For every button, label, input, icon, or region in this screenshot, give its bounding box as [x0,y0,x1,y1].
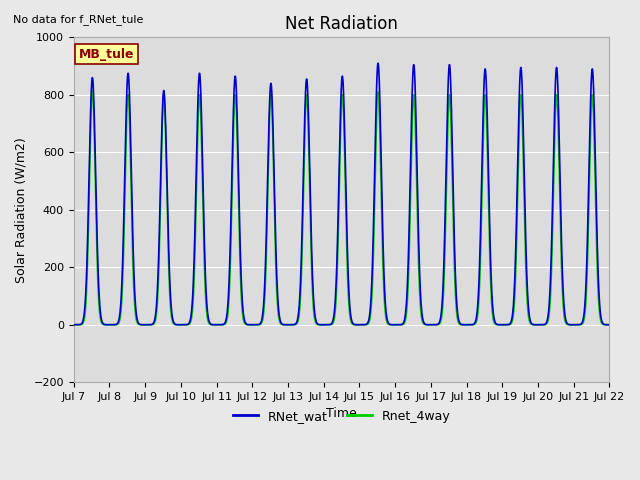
Y-axis label: Solar Radiation (W/m2): Solar Radiation (W/m2) [15,137,28,283]
Text: No data for f_RNet_tule: No data for f_RNet_tule [13,14,143,25]
Rnet_4way [487,286,495,291]
RNet_wat [487,266,495,272]
Rnet_4way [508,320,515,326]
RNet_wat [374,60,382,66]
RNet_wat [500,322,508,328]
X-axis label: Time: Time [326,408,357,420]
Line: RNet_wat: RNet_wat [74,63,609,325]
Legend: RNet_wat, Rnet_4way: RNet_wat, Rnet_4way [228,405,455,428]
RNet_wat [98,318,106,324]
RNet_wat [141,322,149,328]
Text: MB_tule: MB_tule [79,48,134,60]
Rnet_4way [412,138,420,144]
RNet_wat [508,317,515,323]
RNet_wat [70,322,77,328]
RNet_wat [472,315,480,321]
Rnet_4way [141,322,149,328]
Rnet_4way [472,319,480,324]
Rnet_4way [98,320,106,326]
Rnet_4way [88,88,96,94]
Title: Net Radiation: Net Radiation [285,15,398,33]
Rnet_4way [70,322,77,328]
Rnet_4way [605,322,613,328]
Line: Rnet_4way: Rnet_4way [74,91,609,325]
RNet_wat [412,106,420,111]
RNet_wat [605,322,613,328]
Rnet_4way [500,322,508,328]
